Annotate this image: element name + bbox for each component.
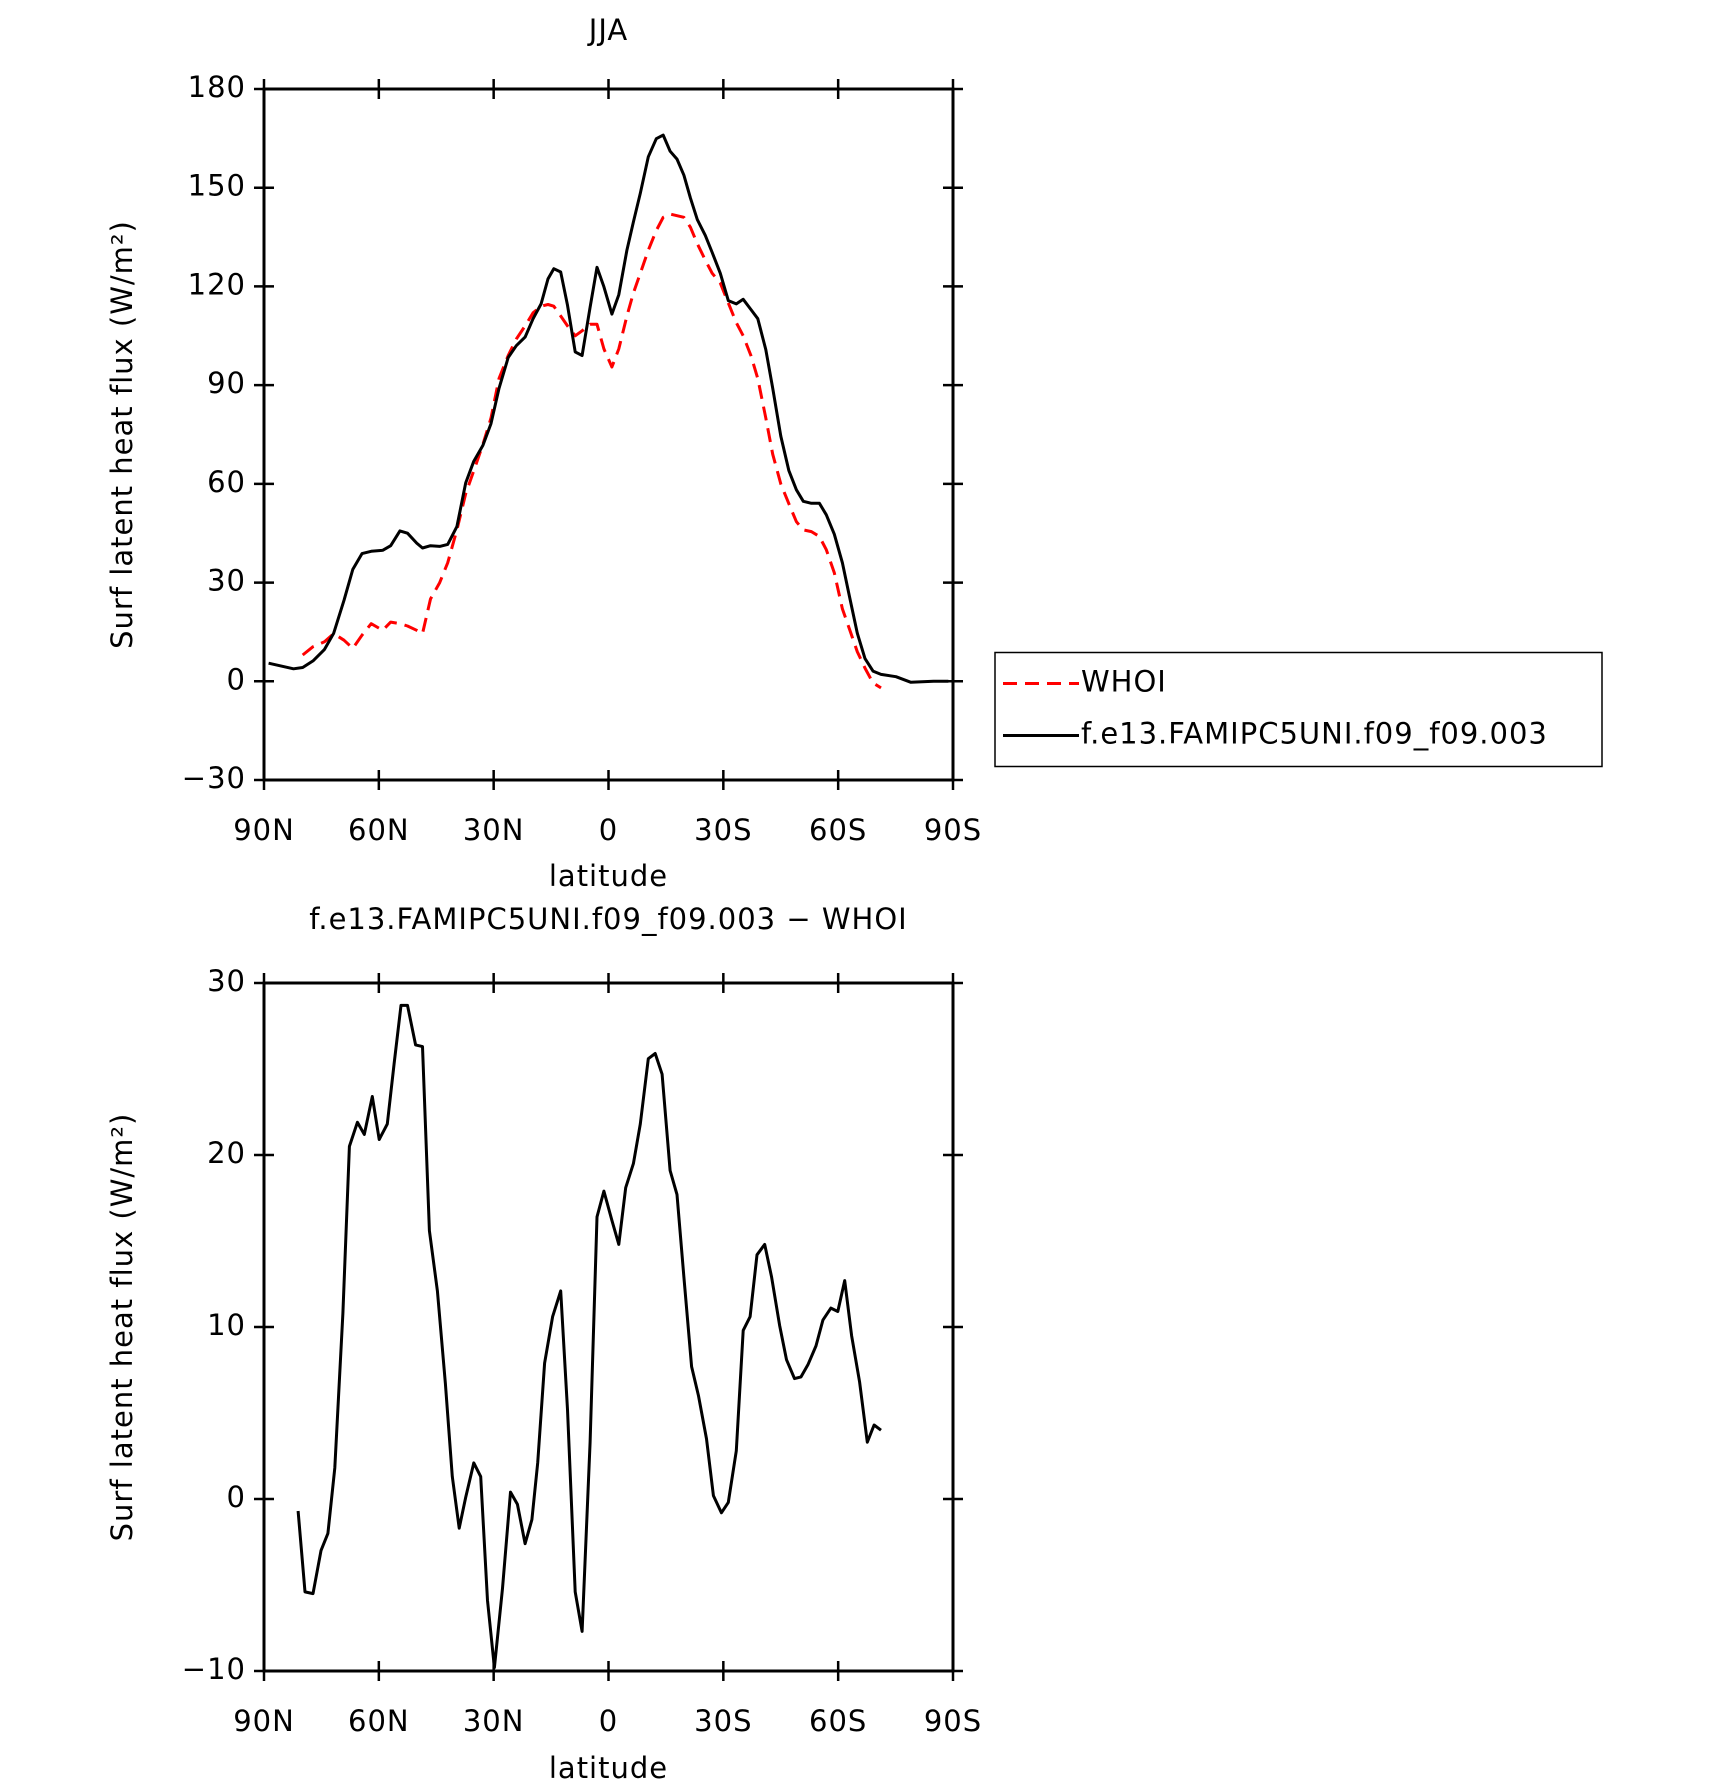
y-tick-label: 10 bbox=[207, 1308, 246, 1342]
y-tick-label: 90 bbox=[207, 366, 246, 400]
x-axis-label: latitude bbox=[549, 1751, 668, 1785]
x-tick-label: 60N bbox=[348, 1704, 410, 1738]
x-tick-label: 30N bbox=[463, 1704, 525, 1738]
y-tick-label: 180 bbox=[188, 70, 246, 104]
x-tick-label: 60S bbox=[809, 1704, 867, 1738]
series-line bbox=[301, 212, 882, 690]
x-tick-label: 90N bbox=[233, 1704, 295, 1738]
legend-label: WHOI bbox=[1081, 665, 1167, 699]
x-tick-label: 90S bbox=[924, 1704, 982, 1738]
y-tick-label: 60 bbox=[207, 465, 246, 499]
x-tick-label: 60N bbox=[348, 813, 410, 847]
legend: WHOI f.e13.FAMIPC5UNI.f09_f09.003 bbox=[994, 651, 1603, 768]
legend-box bbox=[994, 651, 1603, 768]
plot-frame bbox=[262, 87, 955, 782]
y-tick-label: 0 bbox=[227, 1480, 246, 1514]
y-tick-label: 30 bbox=[207, 564, 246, 598]
x-tick-label: 0 bbox=[599, 813, 618, 847]
y-tick-label: −30 bbox=[182, 761, 246, 795]
y-tick-label: 150 bbox=[188, 169, 246, 203]
y-axis-label: Surf latent heat flux (W/m²) bbox=[105, 1113, 139, 1542]
chart-title: f.e13.FAMIPC5UNI.f09_f09.003 − WHOI bbox=[309, 902, 907, 936]
x-tick-label: 60S bbox=[809, 813, 867, 847]
y-tick-label: 20 bbox=[207, 1136, 246, 1170]
series-line bbox=[268, 133, 949, 684]
plot-frame bbox=[262, 981, 955, 1673]
chart-title: JJA bbox=[587, 13, 628, 47]
y-tick-label: −10 bbox=[182, 1652, 246, 1686]
y-axis-label: Surf latent heat flux (W/m²) bbox=[105, 220, 139, 649]
x-tick-label: 0 bbox=[599, 1704, 618, 1738]
x-axis-label: latitude bbox=[549, 859, 668, 893]
y-tick-label: 30 bbox=[207, 964, 246, 998]
y-tick-label: 0 bbox=[227, 662, 246, 696]
x-tick-label: 30S bbox=[694, 1704, 752, 1738]
x-tick-label: 90S bbox=[924, 813, 982, 847]
x-tick-label: 30S bbox=[694, 813, 752, 847]
legend-label: f.e13.FAMIPC5UNI.f09_f09.003 bbox=[1081, 717, 1548, 751]
x-tick-label: 90N bbox=[233, 813, 295, 847]
y-tick-label: 120 bbox=[188, 267, 246, 301]
series-line bbox=[296, 1003, 882, 1670]
x-tick-label: 30N bbox=[463, 813, 525, 847]
